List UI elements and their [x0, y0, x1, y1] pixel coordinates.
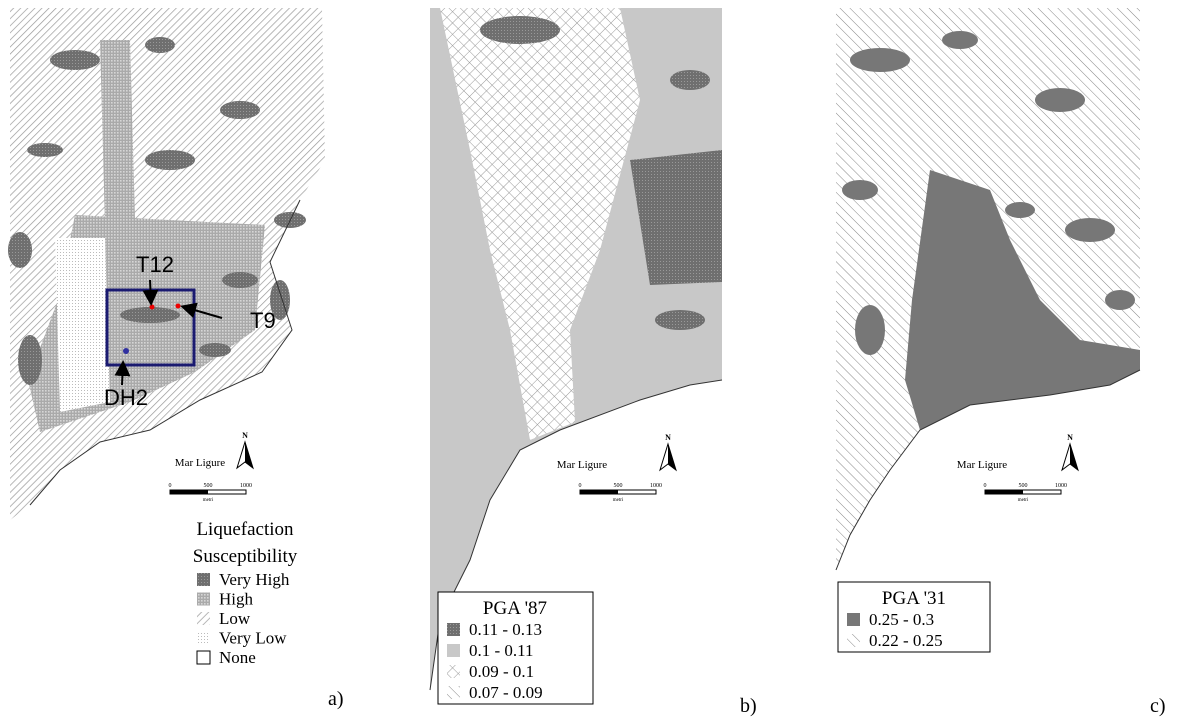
panel: c) Mar Ligure N 0 500 1000 metri PGA '310.25 - …	[837, 433, 1166, 717]
legend-item: 0.25 - 0.3	[869, 610, 934, 629]
legend-title: PGA '87	[483, 598, 547, 619]
map-b	[429, 8, 723, 691]
panel-label: b)	[740, 695, 757, 717]
scale-unit: metri	[613, 498, 624, 503]
panel: b) Mar Ligure N 0 500 1000 metri PGA '870.11 - …	[437, 433, 757, 717]
legend-item: 0.09 - 0.1	[469, 662, 534, 681]
scale-tick: 1000	[240, 483, 252, 489]
legend-box	[837, 581, 991, 653]
scale-unit: metri	[1018, 498, 1029, 503]
legend-box	[437, 591, 594, 705]
scale-tick: 1000	[650, 483, 662, 489]
legend-item: Very High	[219, 570, 290, 589]
legend-item: 0.1 - 0.11	[469, 641, 534, 660]
legend-swatch	[847, 613, 860, 626]
sea-label: Mar Ligure	[557, 459, 608, 471]
marker-label: T12	[136, 252, 174, 277]
north-arrow-fill	[1070, 444, 1078, 470]
legend-title: Susceptibility	[193, 546, 298, 567]
legend-swatch	[447, 686, 460, 699]
map-a	[8, 8, 325, 520]
legend-swatch	[197, 612, 210, 625]
scale-tick: 0	[984, 483, 987, 489]
scale-unit: metri	[203, 498, 214, 503]
sea-label: Mar Ligure	[175, 457, 226, 469]
scale-tick: 500	[614, 483, 623, 489]
legend-title: Liquefaction	[196, 519, 294, 540]
sea-label: Mar Ligure	[957, 459, 1008, 471]
legend-swatch	[847, 634, 860, 647]
marker-label: T9	[250, 308, 276, 333]
north-label: N	[242, 431, 248, 440]
panel-label: c)	[1150, 695, 1166, 717]
scale-bar-fill	[580, 490, 618, 494]
legend-item: 0.11 - 0.13	[469, 620, 542, 639]
panel: a) Mar Ligure N 0 500 1000 metri T12 T9 DH2 Liquef…	[104, 252, 344, 710]
legend-swatch	[197, 592, 210, 606]
legend-swatch	[447, 623, 460, 636]
legend-item: 0.07 - 0.09	[469, 683, 543, 702]
scale-tick: 500	[204, 483, 213, 489]
legend-swatch	[447, 644, 460, 657]
legend-swatch	[447, 665, 460, 678]
scale-tick: 0	[169, 483, 172, 489]
scale-bar-fill	[985, 490, 1023, 494]
legend-swatch	[197, 631, 210, 645]
panel-label: a)	[328, 688, 344, 710]
north-arrow-fill	[245, 442, 253, 468]
marker-label: DH2	[104, 385, 148, 410]
north-arrow-fill	[668, 444, 676, 470]
legend-swatch	[197, 573, 210, 586]
legend-item: High	[219, 590, 254, 609]
scale-tick: 1000	[1055, 483, 1067, 489]
legend-swatch	[196, 650, 211, 665]
north-label: N	[1067, 433, 1073, 442]
legend-item: Low	[219, 609, 251, 628]
legend-title: PGA '31	[882, 588, 946, 609]
legend-item: None	[219, 648, 256, 667]
scale-bar-fill	[170, 490, 208, 494]
north-label: N	[665, 433, 671, 442]
scale-tick: 0	[579, 483, 582, 489]
scale-tick: 500	[1019, 483, 1028, 489]
map-c	[835, 8, 1141, 571]
legend-item: 0.22 - 0.25	[869, 631, 943, 650]
legend-item: Very Low	[219, 629, 287, 648]
